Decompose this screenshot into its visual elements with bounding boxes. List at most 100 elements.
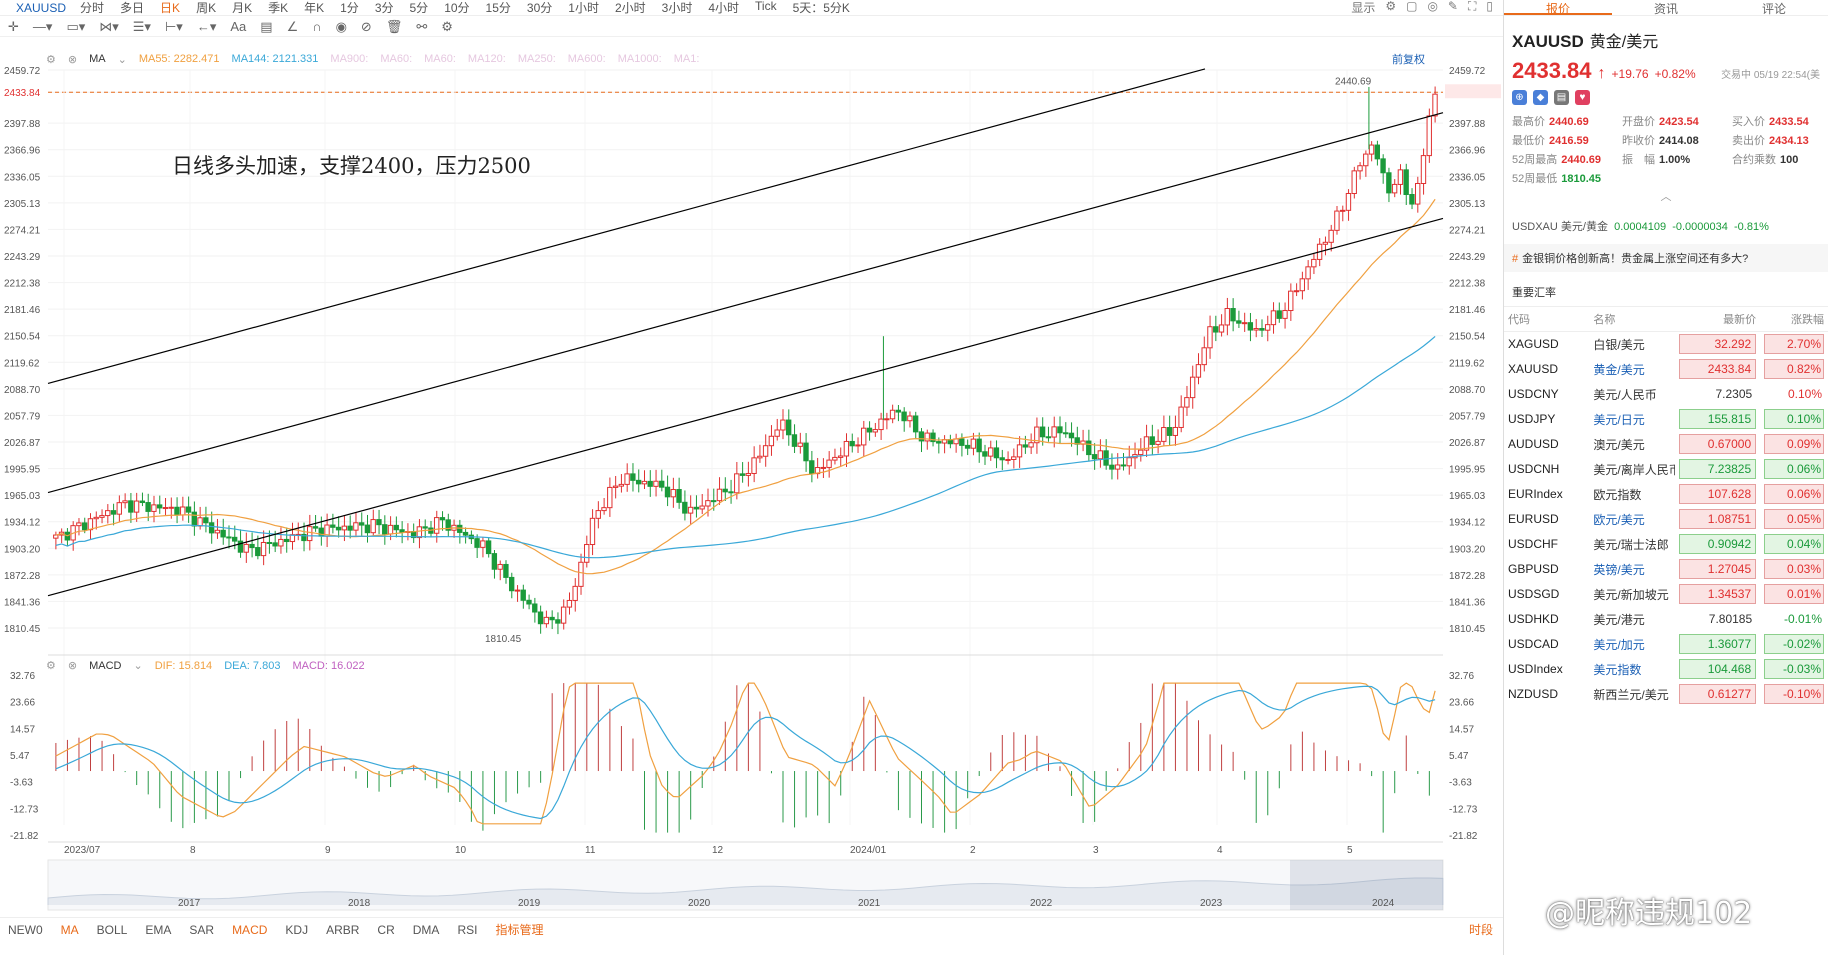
doc-icon[interactable]: ▤	[1554, 90, 1569, 105]
fx-header-price[interactable]: 最新价	[1674, 306, 1761, 332]
fx-row[interactable]: USDCNH 美元/离岸人民币 7.23825 0.06%	[1504, 457, 1828, 482]
period-7[interactable]: 1分	[340, 1, 359, 15]
indicator-ma[interactable]: MA	[60, 922, 79, 937]
rect-tool-icon[interactable]: ▭▾	[66, 18, 86, 34]
usdxau-row[interactable]: USDXAU 美元/黄金 0.0004109 -0.0000034 -0.81%	[1512, 218, 1820, 234]
arrow-tool-icon[interactable]: ←▾	[196, 18, 217, 34]
price-chart[interactable]: 2459.722459.722433.842433.842397.882397.…	[0, 0, 1503, 917]
period-6[interactable]: 年K	[304, 1, 325, 15]
news-banner[interactable]: # 金银铜价格创新高！贵金属上涨空间还有多大?	[1504, 244, 1828, 272]
indicator-new0[interactable]: NEW0	[8, 922, 43, 937]
fx-header-pct[interactable]: 涨跌幅	[1760, 306, 1828, 332]
layout-icon[interactable]: ▢	[1406, 0, 1418, 13]
indicator-arbr[interactable]: ARBR	[326, 922, 360, 937]
fx-row[interactable]: USDCHF 美元/瑞士法郎 0.90942 0.04%	[1504, 532, 1828, 557]
ma-title[interactable]: MA	[89, 53, 106, 65]
fx-name[interactable]: 黄金/美元	[1593, 362, 1645, 377]
chevron-down-icon[interactable]: ⌄	[133, 660, 143, 672]
fx-name[interactable]: 美元/日元	[1593, 412, 1645, 427]
crosshair-icon[interactable]: ✛	[8, 18, 19, 34]
period-3[interactable]: 周K	[196, 1, 217, 15]
period-10[interactable]: 10分	[444, 1, 470, 15]
line-tool-icon[interactable]: —▾	[32, 18, 53, 34]
period-4[interactable]: 月K	[232, 1, 253, 15]
fx-header-name[interactable]: 名称	[1589, 306, 1675, 332]
period-9[interactable]: 5分	[409, 1, 429, 15]
fx-row[interactable]: USDHKD 美元/港元 7.80185 -0.01%	[1504, 607, 1828, 632]
collapse-icon[interactable]: ︿	[1660, 191, 1672, 203]
trash-icon[interactable]: 🗑	[385, 18, 403, 34]
note-tool-icon[interactable]: ▤	[260, 18, 273, 34]
fx-name[interactable]: 欧元/美元	[1593, 512, 1645, 527]
indicator-dma[interactable]: DMA	[412, 922, 440, 937]
gear-icon[interactable]: ⚙	[46, 53, 56, 66]
fx-header-code[interactable]: 代码	[1504, 306, 1590, 332]
period-1[interactable]: 多日	[120, 1, 145, 15]
fx-row[interactable]: USDCAD 美元/加元 1.36077 -0.02%	[1504, 632, 1828, 657]
chevron-down-icon[interactable]: ⌄	[117, 53, 127, 66]
channel-tool-icon[interactable]: ☰▾	[132, 18, 151, 34]
fx-row[interactable]: EURUSD 欧元/美元 1.08751 0.05%	[1504, 507, 1828, 532]
gear-icon[interactable]: ⚙	[46, 660, 56, 672]
gear-icon[interactable]: ⚙	[1385, 0, 1397, 13]
heart-icon[interactable]: ♥	[1575, 90, 1590, 105]
period-12[interactable]: 30分	[526, 1, 553, 15]
tab-quote[interactable]: 报价	[1504, 0, 1612, 16]
indicator-cr[interactable]: CR	[377, 922, 395, 937]
indicator-ema[interactable]: EMA	[145, 922, 172, 937]
fx-row[interactable]: USDJPY 美元/日元 155.815 0.10%	[1504, 407, 1828, 432]
session-button[interactable]: 时段	[1468, 923, 1493, 937]
indicator-manager[interactable]: 指标管理	[495, 923, 544, 937]
period-2[interactable]: 日K	[160, 1, 181, 15]
period-8[interactable]: 3分	[374, 1, 394, 15]
sidebar-toggle-icon[interactable]: ▯	[1486, 0, 1493, 13]
fx-name[interactable]: 英镑/美元	[1593, 562, 1645, 577]
period-0[interactable]: 分时	[80, 1, 105, 15]
fx-row[interactable]: USDIndex 美元指数 104.468 -0.03%	[1504, 657, 1828, 682]
display-menu[interactable]: 显示	[1351, 1, 1376, 15]
chart-annotation[interactable]: 日线多头加速，支撑2400，压力2500	[172, 154, 531, 178]
fx-row[interactable]: USDSGD 美元/新加坡元 1.34537 0.01%	[1504, 582, 1828, 607]
magnet-icon[interactable]: ∩	[312, 19, 322, 34]
link-icon[interactable]: ⚯	[416, 18, 428, 34]
symbol-label[interactable]: XAUUSD	[16, 0, 67, 15]
period-13[interactable]: 1小时	[568, 1, 599, 15]
fx-name[interactable]: 美元指数	[1593, 662, 1642, 677]
close-icon[interactable]: ⊗	[67, 53, 78, 66]
fx-row[interactable]: XAGUSD 白银/美元 32.292 2.70%	[1504, 332, 1828, 357]
period-14[interactable]: 2小时	[614, 1, 646, 15]
fullscreen-icon[interactable]: ⛶	[1467, 0, 1477, 13]
fx-row[interactable]: GBPUSD 英镑/美元 1.27045 0.03%	[1504, 557, 1828, 582]
close-icon[interactable]: ⊗	[67, 660, 78, 672]
fx-row[interactable]: XAUUSD 黄金/美元 2433.84 0.82%	[1504, 357, 1828, 382]
period-18[interactable]: 5天：5分K	[792, 1, 850, 15]
tab-news[interactable]: 资讯	[1653, 2, 1678, 16]
period-16[interactable]: 4小时	[708, 1, 740, 15]
tag-icon[interactable]: ◆	[1533, 90, 1548, 105]
indicator-rsi[interactable]: RSI	[457, 922, 478, 937]
globe-icon[interactable]: ⊕	[1512, 90, 1527, 105]
macd-title[interactable]: MACD	[89, 659, 122, 672]
ruler-icon[interactable]: ∠	[286, 18, 299, 34]
text-tool-icon[interactable]: Aa	[230, 19, 247, 34]
period-11[interactable]: 15分	[485, 1, 511, 15]
settings-icon[interactable]: ⚙	[441, 18, 453, 34]
measure-tool-icon[interactable]: ⊢▾	[164, 18, 183, 34]
indicator-sar[interactable]: SAR	[189, 922, 215, 937]
period-17[interactable]: Tick	[755, 0, 777, 13]
eye-icon[interactable]: ◉	[335, 18, 347, 34]
period-5[interactable]: 季K	[268, 1, 289, 15]
hide-icon[interactable]: ⊘	[360, 18, 372, 34]
fx-name[interactable]: 美元/加元	[1593, 637, 1645, 652]
fx-row[interactable]: EURIndex 欧元指数 107.628 0.06%	[1504, 482, 1828, 507]
period-15[interactable]: 3小时	[661, 1, 693, 15]
adjust-mode[interactable]: 前复权	[1392, 54, 1425, 66]
fib-tool-icon[interactable]: ⋈▾	[99, 18, 119, 34]
fx-row[interactable]: NZDUSD 新西兰元/美元 0.61277 -0.10%	[1504, 682, 1828, 707]
pen-icon[interactable]: ✎	[1447, 0, 1458, 13]
camera-icon[interactable]: ◎	[1427, 0, 1438, 13]
indicator-boll[interactable]: BOLL	[96, 922, 128, 937]
fx-row[interactable]: USDCNY 美元/人民币 7.2305 0.10%	[1504, 382, 1828, 407]
tab-comments[interactable]: 评论	[1761, 2, 1786, 16]
indicator-macd[interactable]: MACD	[232, 922, 268, 937]
